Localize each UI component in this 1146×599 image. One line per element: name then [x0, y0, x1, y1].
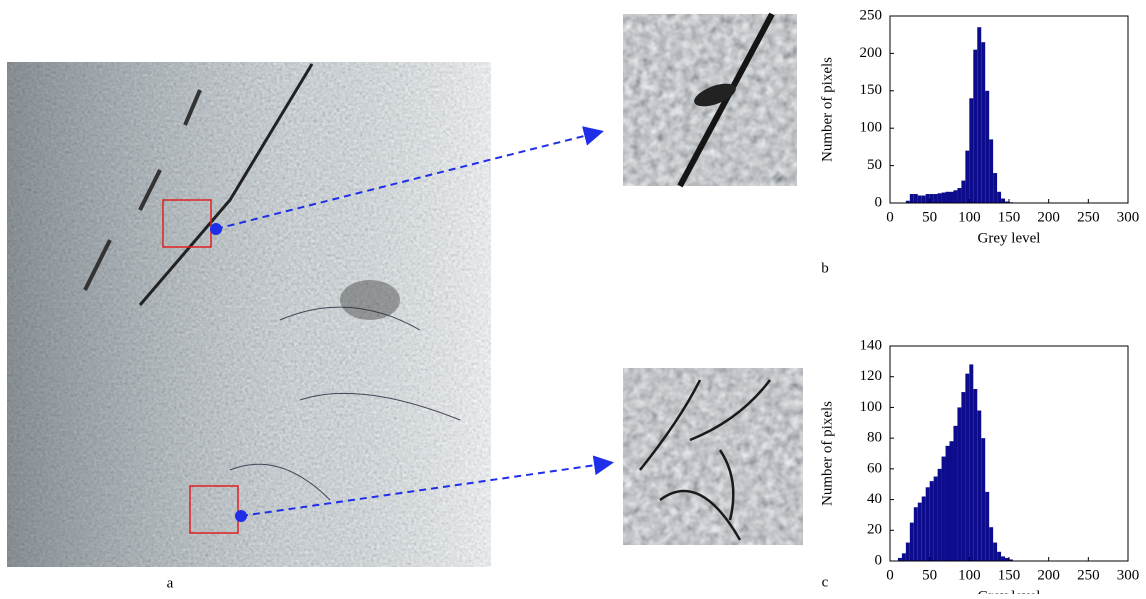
histogram-bar: [950, 441, 954, 561]
histogram-bar: [997, 552, 1001, 561]
histogram-bar: [977, 27, 981, 203]
panel-label: b: [821, 260, 829, 276]
histogram-bar: [953, 426, 957, 561]
y-tick-label: 200: [860, 45, 883, 61]
histogram-bar: [934, 194, 938, 203]
histogram-bar: [906, 543, 910, 561]
histogram-bar: [910, 194, 914, 203]
histogram-bar: [922, 196, 926, 203]
x-tick-label: 150: [998, 567, 1021, 583]
y-tick-label: 80: [867, 430, 882, 446]
histogram-bar: [981, 42, 985, 203]
histogram-bar: [914, 194, 918, 203]
histogram-bar: [973, 50, 977, 203]
x-tick-label: 0: [886, 567, 894, 583]
x-tick-label: 50: [922, 567, 937, 583]
histogram-bar: [926, 194, 930, 203]
panel-label: c: [822, 574, 829, 590]
y-tick-label: 120: [860, 368, 883, 384]
x-axis-label: Grey level: [978, 230, 1041, 246]
histogram-bar: [1001, 199, 1005, 203]
histogram-bar: [930, 194, 934, 203]
histogram-bar: [942, 193, 946, 203]
histogram-bar: [930, 481, 934, 561]
x-axis-label: Grey level: [978, 588, 1041, 594]
histogram-bar: [965, 151, 969, 203]
histogram-bar: [946, 446, 950, 561]
y-tick-label: 20: [867, 522, 882, 538]
histogram-bar: [969, 364, 973, 561]
histogram-bar: [993, 543, 997, 561]
x-tick-label: 300: [1117, 567, 1140, 583]
histogram-bar: [981, 438, 985, 561]
x-tick-label: 150: [998, 209, 1021, 225]
histogram-bar: [965, 374, 969, 561]
y-tick-label: 0: [875, 194, 883, 210]
histogram-bar: [969, 98, 973, 203]
panel-label: a: [167, 575, 174, 591]
x-tick-label: 50: [922, 209, 937, 225]
histogram-bar: [942, 457, 946, 561]
histogram-bar: [973, 389, 977, 561]
histogram-bar: [989, 527, 993, 561]
y-tick-label: 100: [860, 399, 883, 415]
y-tick-label: 60: [867, 460, 882, 476]
histogram-bar: [961, 392, 965, 561]
histogram-bar: [918, 503, 922, 561]
y-axis-label: Number of pixels: [819, 401, 835, 506]
y-tick-label: 100: [860, 120, 883, 136]
histogram-bar: [989, 139, 993, 203]
patch-image: [623, 14, 797, 186]
histogram-bar: [926, 487, 930, 561]
x-tick-label: 200: [1037, 209, 1060, 225]
histogram-bar: [914, 507, 918, 561]
histogram-bar: [946, 192, 950, 203]
y-tick-label: 50: [867, 157, 882, 173]
y-tick-label: 150: [860, 82, 883, 98]
patch-image: [623, 368, 803, 545]
histogram-bar: [993, 173, 997, 203]
x-tick-label: 100: [958, 567, 981, 583]
histogram-bar: [938, 193, 942, 203]
histogram-bar: [985, 91, 989, 203]
x-tick-label: 250: [1077, 567, 1100, 583]
histogram-bar: [961, 181, 965, 203]
histogram-bar: [902, 553, 906, 561]
histogram-bar: [957, 407, 961, 561]
x-tick-label: 200: [1037, 567, 1060, 583]
histogram-bar: [910, 523, 914, 561]
histogram-bar: [1001, 556, 1005, 561]
plot-frame: [890, 16, 1128, 203]
y-axis-label: Number of pixels: [819, 57, 835, 162]
histogram-bar: [997, 192, 1001, 203]
histogram-bar: [953, 190, 957, 203]
histogram-bar: [922, 497, 926, 562]
histogram-bar: [985, 492, 989, 561]
y-tick-label: 40: [867, 491, 882, 507]
histogram-bar: [934, 477, 938, 561]
histogram-bar: [977, 411, 981, 562]
x-tick-label: 0: [886, 209, 894, 225]
sar-image: [7, 62, 491, 567]
histogram-bar: [938, 469, 942, 561]
x-tick-label: 300: [1117, 209, 1140, 225]
y-tick-label: 0: [875, 552, 883, 568]
histogram-bar: [918, 196, 922, 203]
histogram-bar: [950, 192, 954, 203]
x-tick-label: 100: [958, 209, 981, 225]
figure: a b c 050100150200250300050100150200250G…: [0, 0, 1146, 594]
y-tick-label: 250: [860, 7, 883, 23]
x-tick-label: 250: [1077, 209, 1100, 225]
marker-dot: [235, 510, 247, 522]
marker-dot: [210, 223, 222, 235]
y-tick-label: 140: [860, 337, 883, 353]
histogram-bar: [957, 188, 961, 203]
